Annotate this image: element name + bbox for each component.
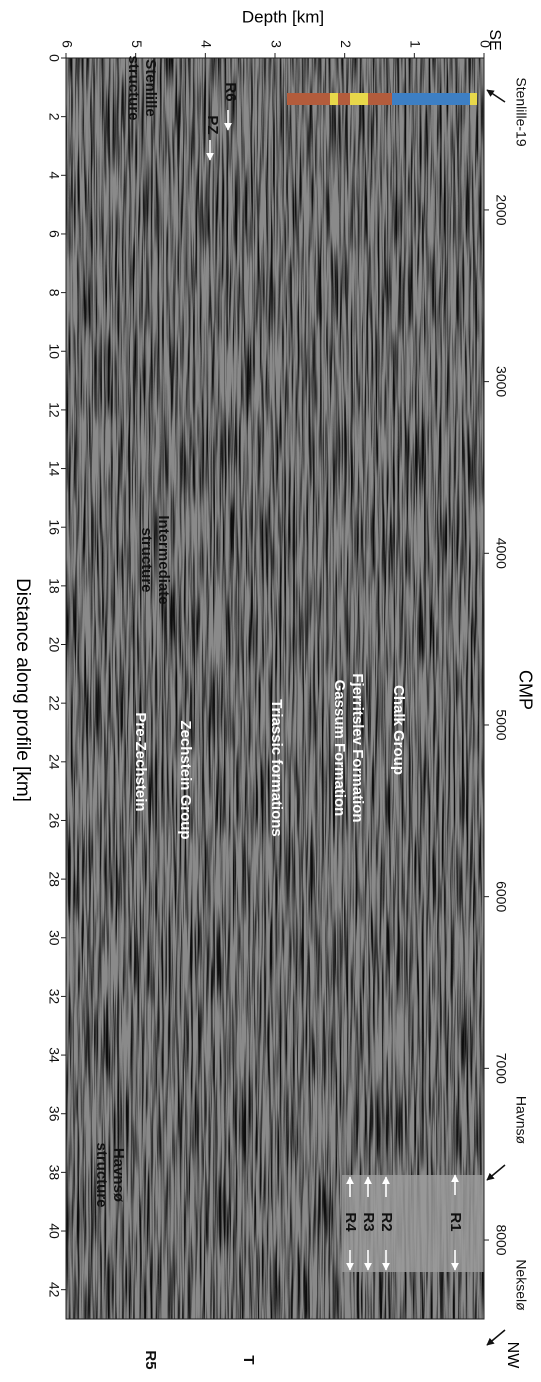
x2-tick-label: 5000: [493, 709, 509, 740]
well-arrow: [487, 1330, 505, 1345]
unit-label: Pre-Zechstein: [132, 712, 149, 811]
x-tick-label: 12: [46, 402, 62, 418]
x-tick-label: 22: [46, 695, 62, 711]
well-arrow: [487, 1165, 505, 1180]
x-tick-label: 4: [46, 171, 62, 179]
unit-label: Triassic formations: [268, 699, 285, 837]
x2-tick-label: 2000: [493, 194, 509, 225]
structure-label: Havnsø: [110, 1148, 127, 1203]
x-tick-label: 0: [46, 54, 62, 62]
x2-axis-label: CMP: [515, 670, 535, 710]
unit-label: Gassum Formation: [331, 680, 348, 817]
x-tick-label: 30: [46, 930, 62, 946]
well-arrow: [487, 90, 505, 102]
reflector-label: R3: [360, 1212, 377, 1231]
well-log: [287, 93, 477, 105]
x2-tick-label: 7000: [493, 1053, 509, 1084]
x-tick-label: 10: [46, 343, 62, 359]
unit-label: Chalk Group: [390, 685, 407, 775]
x2-tick-label: 8000: [493, 1224, 509, 1255]
x-tick-label: 16: [46, 519, 62, 535]
structure-label: structure: [93, 1142, 110, 1207]
x-tick-label: 32: [46, 989, 62, 1005]
unit-label: Fjerritslev Formation: [349, 673, 366, 822]
reflector-label: PZ: [204, 115, 221, 134]
x-axis-label: Distance along profile [km]: [12, 578, 33, 802]
unit-label: Zechstein Group: [177, 720, 194, 839]
y-tick-label: 1: [408, 40, 424, 48]
x-tick-label: 2: [46, 113, 62, 121]
reflector-label: T: [240, 1355, 257, 1364]
well-label: Nekselø: [513, 1259, 529, 1311]
x-tick-label: 26: [46, 813, 62, 829]
structure-label: Stenlille: [142, 59, 159, 117]
y-tick-label: 6: [59, 40, 75, 48]
x-tick-label: 38: [46, 1165, 62, 1181]
seismic-texture: [66, 58, 484, 1319]
reflector-label: R6: [222, 82, 239, 101]
x-tick-label: 34: [46, 1047, 62, 1063]
x-tick-label: 28: [46, 871, 62, 887]
y-axis-label: Depth [km]: [242, 7, 324, 26]
reflector-label: R5: [142, 1350, 159, 1369]
x-tick-label: 40: [46, 1223, 62, 1239]
structure-label: Intermediate: [155, 515, 172, 604]
x2-tick-label: 3000: [493, 366, 509, 397]
x-tick-label: 14: [46, 461, 62, 477]
direction-label: NW: [504, 1342, 521, 1370]
reflector-label: R1: [447, 1212, 464, 1231]
x-tick-label: 20: [46, 637, 62, 653]
figure: Depth [km] 01234560246810121416182022242…: [0, 0, 541, 1382]
x-tick-label: 36: [46, 1106, 62, 1122]
y-tick-label: 3: [268, 40, 284, 48]
reflector-label: R2: [378, 1212, 395, 1231]
well-label: Stenlille-19: [513, 77, 529, 146]
x-tick-label: 8: [46, 289, 62, 297]
x-tick-label: 24: [46, 754, 62, 770]
x-tick-label: 6: [46, 230, 62, 238]
direction-label: SE: [486, 29, 503, 50]
structure-label: structure: [125, 55, 142, 120]
x-tick-label: 18: [46, 578, 62, 594]
x-tick-label: 42: [46, 1282, 62, 1298]
reflector-label: R4: [342, 1212, 359, 1232]
y-tick-label: 4: [199, 40, 215, 48]
structure-label: structure: [138, 527, 155, 592]
well-label: Havnsø: [513, 1096, 529, 1145]
x2-tick-label: 6000: [493, 881, 509, 912]
y-tick-label: 2: [338, 40, 354, 48]
y-tick-label: 5: [129, 40, 145, 48]
x2-tick-label: 4000: [493, 538, 509, 569]
